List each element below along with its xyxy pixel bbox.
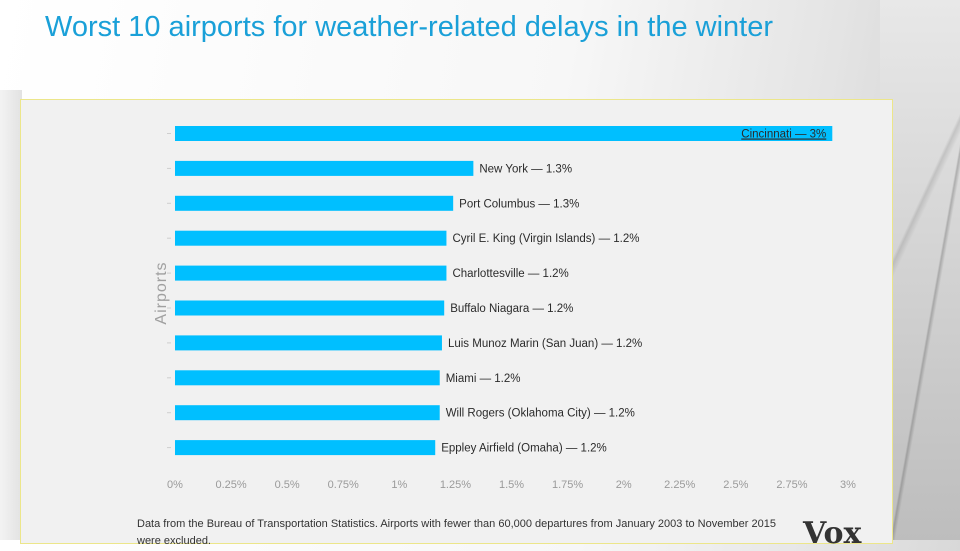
bar (175, 405, 440, 421)
bar-data-label: Charlottesville — 1.2% (452, 268, 568, 280)
bar-data-label: Miami — 1.2% (446, 373, 521, 385)
x-tick-label: 1.5% (499, 479, 524, 491)
y-axis-title: Airports (153, 261, 170, 324)
bar (175, 230, 447, 246)
x-tick-label: 0.75% (328, 479, 359, 491)
chart-panel: Cincinnati — 3% New York — 1.3% Port Colum… (20, 99, 893, 551)
x-tick-label: 1.25% (440, 479, 471, 491)
bar-data-label: Will Rogers (Oklahoma City) — 1.2% (446, 408, 635, 420)
brand-logo: Vox (803, 516, 862, 551)
x-tick-label: 0.25% (215, 479, 246, 491)
bar (175, 126, 833, 141)
bar (175, 440, 436, 456)
bar-data-label: Port Columbus — 1.3% (459, 198, 579, 210)
x-tick-label: 3% (840, 479, 856, 491)
bar-data-label: New York — 1.3% (479, 163, 572, 175)
bar (175, 195, 454, 211)
background-decoration-right (880, 0, 960, 540)
bar-data-label: Luis Munoz Marin (San Juan) — 1.2% (448, 338, 642, 350)
x-tick-label: 1% (391, 479, 407, 491)
bar-data-label: Cyril E. King (Virgin Islands) — 1.2% (452, 233, 639, 245)
slide-title: Worst 10 airports for weather-related de… (45, 11, 774, 43)
bar (175, 370, 440, 386)
source-note: Data from the Bureau of Transportation S… (137, 518, 776, 547)
x-tick-label: 2.5% (723, 479, 748, 491)
bar (175, 335, 442, 351)
bar (175, 265, 447, 281)
bar (175, 300, 445, 316)
background-decoration-left (0, 90, 22, 540)
x-tick-label: 1.75% (552, 479, 583, 491)
bar-data-label: Buffalo Niagara — 1.2% (450, 303, 573, 315)
bar-data-label: Eppley Airfield (Omaha) — 1.2% (441, 443, 607, 455)
bar-data-label: Cincinnati — 3% (741, 129, 826, 141)
bar-chart: Cincinnati — 3% New York — 1.3% Port Colum… (153, 126, 856, 491)
x-tick-label: 2.75% (776, 479, 807, 491)
x-tick-label: 2% (616, 479, 632, 491)
x-tick-label: 2.25% (664, 479, 695, 491)
x-tick-label: 0.5% (275, 479, 300, 491)
bar (175, 160, 474, 176)
x-tick-label: 0% (167, 479, 183, 491)
